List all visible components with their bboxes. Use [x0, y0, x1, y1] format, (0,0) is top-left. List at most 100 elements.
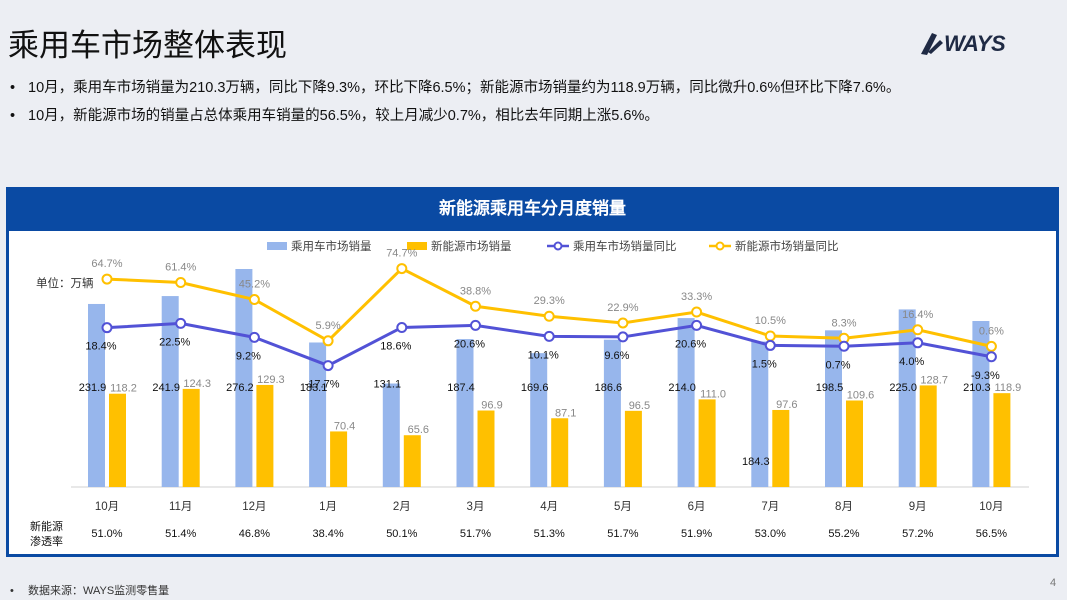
point-total-yoy — [764, 339, 776, 351]
point-nev-yoy — [617, 317, 629, 329]
point-nev-yoy — [691, 306, 703, 318]
legend-swatch — [267, 242, 287, 250]
legend-label: 新能源市场销量 — [431, 239, 512, 253]
bar-total-label: 131.1 — [374, 379, 402, 391]
bar-total — [530, 353, 548, 487]
bar-nev — [109, 393, 126, 487]
penetration-value: 53.0% — [755, 528, 786, 540]
x-tick-label: 10月 — [95, 501, 119, 513]
point-nev-yoy — [101, 273, 113, 285]
total-yoy-label: 18.6% — [380, 340, 411, 352]
bar-total — [603, 339, 621, 487]
total-yoy-label: 0.7% — [825, 359, 850, 371]
total-yoy-label: 9.2% — [236, 350, 261, 362]
legend-swatch — [407, 242, 427, 250]
chart-title: 新能源乘用车分月度销量 — [439, 199, 626, 218]
x-tick-label: 6月 — [688, 501, 706, 513]
nev-yoy-label: 45.2% — [239, 279, 270, 291]
penetration-value: 57.2% — [902, 528, 933, 540]
penetration-value: 51.4% — [165, 528, 196, 540]
total-yoy-label: 1.5% — [752, 358, 777, 370]
bar-nev-label: 65.6 — [408, 424, 429, 436]
bar-total — [751, 341, 769, 487]
point-total-yoy — [691, 319, 703, 331]
point-nev-yoy — [470, 300, 481, 312]
total-yoy-label: 20.6% — [675, 338, 706, 350]
bar-nev-label: 129.3 — [257, 374, 285, 386]
x-tick-label: 10月 — [979, 501, 1003, 513]
bar-total-label: 276.2 — [226, 382, 254, 394]
bar-total-label: 186.6 — [595, 382, 623, 394]
point-total-yoy — [322, 360, 334, 372]
total-yoy-label: 22.5% — [159, 336, 190, 348]
point-nev-yoy — [396, 263, 408, 275]
bar-total-label: 198.5 — [816, 382, 844, 394]
nev-yoy-label: 74.7% — [386, 248, 417, 260]
bar-nev — [551, 418, 569, 487]
nev-yoy-label: 16.4% — [902, 309, 933, 321]
point-total-yoy — [543, 330, 555, 342]
bullet-text: 10月，新能源市场的销量占总体乘用车销量的56.5%，较上月减少0.7%，相比去… — [28, 108, 659, 124]
nev-yoy-label: 61.4% — [165, 262, 196, 274]
bar-nev — [772, 409, 790, 487]
point-total-yoy — [175, 317, 187, 329]
bar-nev-label: 111.0 — [700, 388, 726, 400]
total-yoy-label: 4.0% — [899, 356, 924, 368]
point-total-yoy — [912, 337, 924, 349]
point-nev-yoy — [985, 340, 997, 352]
penetration-value: 55.2% — [828, 528, 859, 540]
data-source-text: 数据来源：WAYS监测零售量 — [28, 585, 170, 597]
point-nev-yoy — [322, 335, 334, 347]
bar-nev — [846, 400, 863, 487]
penetration-value: 38.4% — [312, 528, 343, 540]
nev-yoy-label: 22.9% — [607, 302, 638, 314]
nev-yoy-label: 8.3% — [831, 317, 856, 329]
total-yoy-label: 9.6% — [604, 350, 629, 362]
legend-marker — [715, 241, 725, 251]
bar-nev — [919, 385, 937, 487]
x-tick-label: 4月 — [540, 501, 558, 513]
x-tick-label: 7月 — [761, 501, 779, 513]
nev-yoy-label: 5.9% — [316, 320, 341, 332]
bar-total — [825, 330, 842, 487]
page-number: 4 — [1050, 577, 1057, 589]
chart-panel: 新能源乘用车分月度销量 乘用车市场销量 新能源市场销量 乘用车市场销量同比 新能源市场… — [6, 187, 1059, 557]
bullet-marker: • — [10, 585, 14, 597]
bullet-text: 10月，乘用车市场销量为210.3万辆，同比下降9.3%，环比下降6.5%；新能… — [28, 80, 901, 96]
bar-nev-label: 128.7 — [920, 374, 948, 386]
nev-yoy-label: 33.3% — [681, 291, 712, 303]
bar-nev-label: 70.4 — [334, 420, 355, 432]
bar-nev-label: 118.2 — [110, 383, 137, 395]
x-tick-label: 1月 — [319, 501, 337, 513]
bar-nev — [256, 384, 274, 487]
point-nev-yoy — [248, 294, 260, 306]
bar-nev — [403, 435, 421, 487]
bar-nev — [624, 410, 642, 487]
nev-yoy-label: 0.6% — [979, 325, 1004, 337]
nev-yoy-label: 38.8% — [460, 285, 491, 297]
point-nev-yoy — [912, 324, 924, 336]
penetration-value: 51.3% — [534, 528, 565, 540]
point-total-yoy — [101, 322, 113, 334]
point-total-yoy — [617, 331, 629, 343]
bar-total — [898, 309, 916, 487]
bullet-marker: • — [10, 108, 16, 124]
x-tick-label: 3月 — [467, 501, 485, 513]
penetration-value: 56.5% — [976, 528, 1007, 540]
bar-total — [382, 383, 400, 487]
point-total-yoy — [470, 319, 481, 331]
bar-nev-label: 118.9 — [995, 382, 1022, 394]
bar-nev-label: 97.6 — [776, 399, 797, 411]
x-tick-label: 12月 — [242, 501, 266, 513]
bar-total-label: 214.0 — [668, 382, 696, 394]
penetration-value: 46.8% — [239, 528, 270, 540]
penetration-label: 渗透率 — [30, 534, 63, 548]
bar-total — [677, 318, 695, 487]
total-yoy-label: -9.3% — [971, 370, 1000, 382]
bar-total — [88, 303, 105, 487]
bar-total — [235, 269, 253, 487]
bar-nev — [330, 431, 348, 487]
penetration-value: 51.7% — [460, 528, 491, 540]
bar-total — [309, 342, 327, 487]
